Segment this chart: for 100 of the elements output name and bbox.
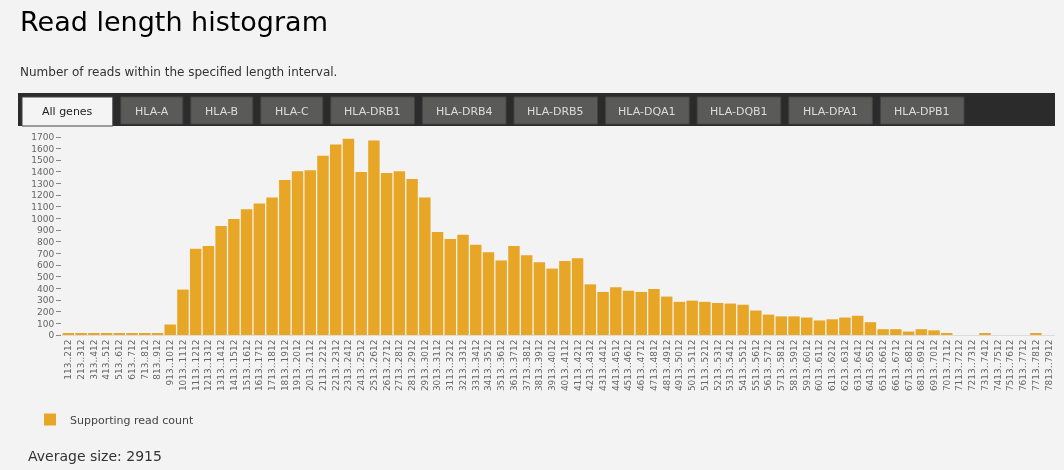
x-tick-label: 3613..3712	[508, 339, 519, 392]
x-tick-label: 1213..1312	[203, 339, 214, 392]
y-tick-label: 1400	[31, 167, 55, 178]
y-tick-label: 500	[37, 271, 55, 282]
x-tick-label: 1413..1512	[228, 339, 239, 392]
x-tick-label: 1713..1812	[266, 339, 277, 392]
x-tick-label: 3813..3912	[534, 339, 545, 392]
x-tick-label: 113..212	[63, 339, 74, 380]
x-tick-label: 6213..6312	[839, 339, 850, 392]
x-tick-label: 413..512	[101, 339, 112, 380]
x-tick-label: 1513..1612	[241, 339, 252, 392]
y-tick-label: 800	[37, 236, 55, 247]
y-tick-label: 400	[37, 283, 55, 294]
x-tick-label: 513..612	[114, 339, 125, 380]
y-tick-label: 900	[37, 225, 55, 236]
text: HLA-DPB1	[894, 105, 950, 118]
x-tick-label: 7113..7212	[954, 339, 965, 392]
x-tick-label: 6713..6812	[903, 339, 914, 392]
x-tick-label: 2113..2212	[317, 339, 328, 392]
y-tick-label: 1700	[31, 132, 55, 143]
x-tick-label: 7213..7312	[967, 339, 978, 392]
x-tick-label: 713..812	[139, 339, 150, 380]
x-tick-label: 4613..4712	[636, 339, 647, 392]
x-tick-label: 2213..2312	[330, 339, 341, 392]
x-tick-label: 913..1012	[165, 339, 176, 386]
x-tick-label: 213..312	[76, 339, 87, 380]
x-tick-label: 4813..4912	[661, 339, 672, 392]
x-tick-label: 7813..7912	[1043, 339, 1054, 392]
x-tick-label: 4113..4212	[572, 339, 583, 392]
x-tick-label: 2613..2712	[381, 339, 392, 392]
y-tick-label: 300	[37, 295, 55, 306]
text: HLA-DPA1	[803, 105, 858, 118]
x-tick-label: 7513..7612	[1005, 339, 1016, 392]
x-tick-label: 813..912	[152, 339, 163, 380]
x-tick-label: 6313..6412	[852, 339, 863, 392]
x-tick-label: 2013..2112	[305, 339, 316, 392]
chart-title: Read length histogram	[20, 6, 328, 38]
x-tick-label: 6613..6712	[890, 339, 901, 392]
x-tick-label: 7613..7712	[1018, 339, 1029, 392]
x-tick-label: 7013..7112	[941, 339, 952, 392]
x-tick-label: 6113..6212	[827, 339, 838, 392]
x-tick-label: 3913..4012	[547, 339, 558, 392]
x-tick-label: 4513..4612	[623, 339, 634, 392]
text: HLA-A	[135, 105, 169, 118]
x-tick-label: 1913..2012	[292, 339, 303, 392]
text: HLA-DRB1	[344, 105, 401, 118]
y-tick-label: 1600	[31, 143, 55, 154]
y-tick-label: 700	[37, 248, 55, 259]
x-tick-label: 3113..3212	[445, 339, 456, 392]
x-tick-label: 1113..1212	[190, 339, 201, 392]
x-tick-label: 7413..7512	[992, 339, 1003, 392]
x-tick-label: 2413..2512	[356, 339, 367, 392]
x-tick-label: 6413..6512	[865, 339, 876, 392]
y-tick-label: 1000	[31, 213, 55, 224]
legend-label: Supporting read count	[70, 413, 194, 427]
x-tick-label: 2713..2812	[394, 339, 405, 392]
x-tick-label: 5613..5712	[763, 339, 774, 392]
chart-subtitle: Number of reads within the specified length interval.	[20, 65, 338, 79]
y-tick-label: 600	[37, 260, 55, 271]
x-tick-label: 3513..3612	[496, 339, 507, 392]
x-tick-label: 5413..5512	[738, 339, 749, 392]
y-tick-label: 1200	[31, 190, 55, 201]
x-tick-label: 3413..3512	[483, 339, 494, 392]
text: Average size: 2915	[28, 448, 162, 464]
y-tick-label: 1100	[31, 202, 55, 213]
y-tick-label: 1300	[31, 178, 55, 189]
x-tick-label: 5013..5112	[687, 339, 698, 392]
x-tick-label: 3013..3112	[432, 339, 443, 392]
x-tick-label: 2913..3012	[419, 339, 430, 392]
x-tick-label: 5813..5912	[788, 339, 799, 392]
x-tick-label: 3313..3412	[470, 339, 481, 392]
x-tick-label: 6013..6112	[814, 339, 825, 392]
text: HLA-DRB5	[527, 105, 584, 118]
text: HLA-DQB1	[710, 105, 768, 118]
x-tick-label: 5513..5612	[750, 339, 761, 392]
x-tick-label: 4713..4812	[648, 339, 659, 392]
x-tick-label: 5313..5412	[725, 339, 736, 392]
x-tick-label: 4213..4312	[585, 339, 596, 392]
y-tick-label: 1500	[31, 155, 55, 166]
x-tick-label: 613..712	[126, 339, 137, 380]
x-tick-label: 5713..5812	[776, 339, 787, 392]
x-tick-label: 7713..7812	[1030, 339, 1041, 392]
x-tick-label: 3713..3812	[521, 339, 532, 392]
x-tick-label: 6513..6612	[878, 339, 889, 392]
text: All genes	[42, 105, 93, 118]
x-tick-label: 313..412	[88, 339, 99, 380]
x-tick-label: 4413..4512	[610, 339, 621, 392]
y-tick-label: 100	[37, 318, 55, 329]
x-tick-label: 1613..1712	[254, 339, 265, 392]
x-tick-label: 2513..2612	[368, 339, 379, 392]
x-tick-label: 4013..4112	[559, 339, 570, 392]
x-tick-label: 2813..2912	[407, 339, 418, 392]
text: HLA-C	[275, 105, 309, 118]
x-tick-label: 2313..2412	[343, 339, 354, 392]
x-tick-label: 4313..4412	[597, 339, 608, 392]
x-tick-label: 6913..7012	[928, 339, 939, 392]
x-tick-label: 5113..5212	[699, 339, 710, 392]
text: HLA-DRB4	[436, 105, 493, 118]
x-tick-label: 3213..3312	[457, 339, 468, 392]
x-tick-label: 7313..7412	[979, 339, 990, 392]
